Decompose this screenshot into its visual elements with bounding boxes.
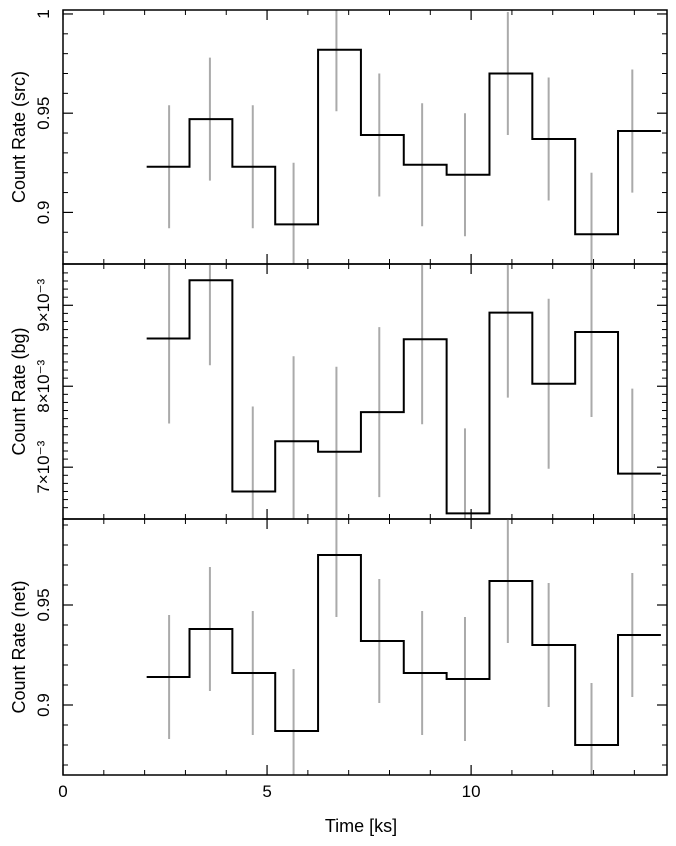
panel-bg: 7×10⁻³ 8×10⁻³ 9×10⁻³ Count Rate (bg) bbox=[9, 263, 668, 520]
y-axis-title: Count Rate (bg) bbox=[9, 327, 29, 455]
x-axis-title: Time [ks] bbox=[325, 816, 397, 836]
y-tick-label: 0.95 bbox=[34, 588, 53, 621]
x-tick-label: 5 bbox=[262, 782, 271, 801]
y-tick-label: 0.9 bbox=[34, 693, 53, 717]
y-tick-label: 8×10⁻³ bbox=[34, 359, 53, 412]
step-line bbox=[146, 48, 661, 236]
x-tick-label: 10 bbox=[462, 782, 481, 801]
y-tick-label: 7×10⁻³ bbox=[34, 440, 53, 493]
panel-frame bbox=[62, 263, 668, 520]
panel-frame bbox=[62, 518, 668, 776]
y-axis-title: Count Rate (net) bbox=[9, 580, 29, 713]
y-tick-label: 9×10⁻³ bbox=[34, 278, 53, 331]
panel-net: 0.9 0.95 Count Rate (net) 0 5 10 bbox=[9, 518, 668, 801]
step-line bbox=[146, 554, 661, 746]
panel-frame bbox=[62, 9, 668, 265]
y-tick-label: 0.9 bbox=[34, 201, 53, 225]
step-line bbox=[146, 279, 661, 515]
y-tick-label: 1 bbox=[34, 9, 53, 18]
y-axis-title: Count Rate (src) bbox=[9, 71, 29, 203]
panel-src: 0.9 0.95 1 Count Rate (src) bbox=[9, 9, 668, 265]
y-tick-label: 0.95 bbox=[34, 97, 53, 130]
x-tick-label: 0 bbox=[58, 782, 67, 801]
